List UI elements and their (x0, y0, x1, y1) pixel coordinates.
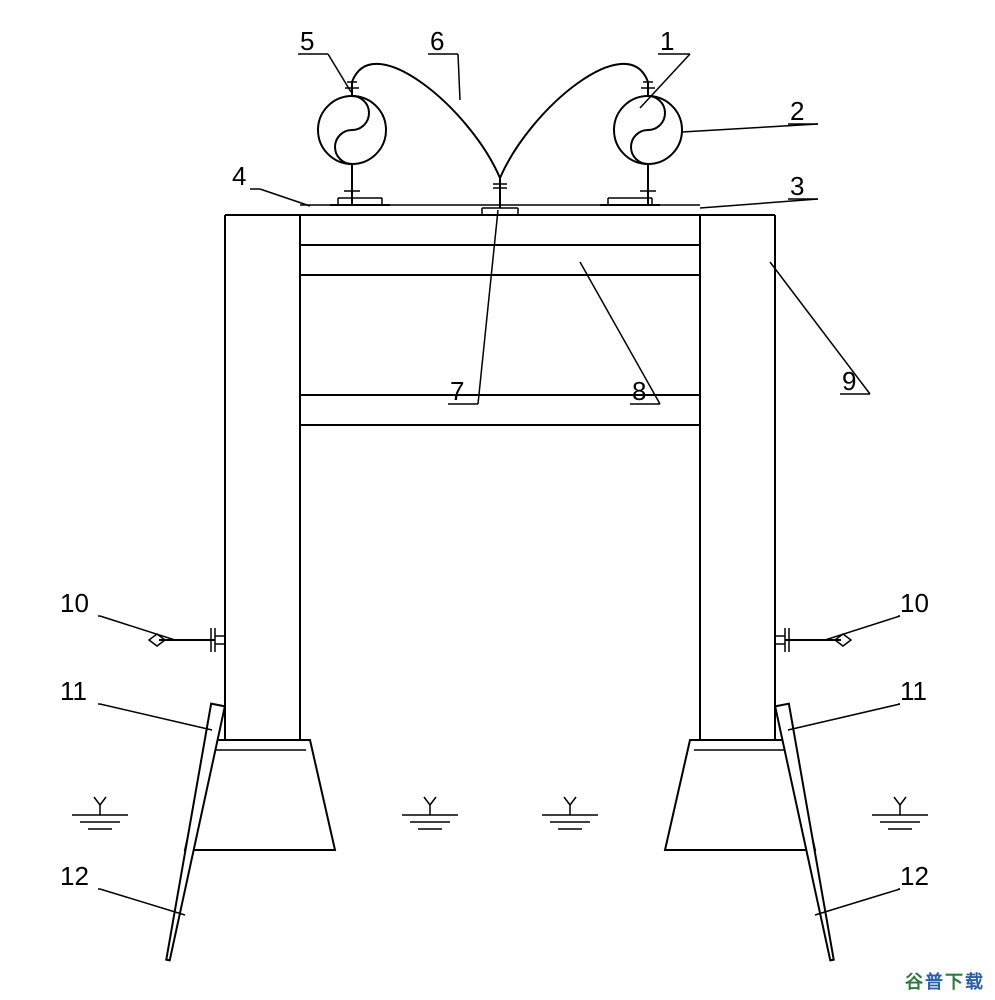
watermark-char: 普 (925, 972, 945, 992)
svg-text:1: 1 (660, 26, 674, 56)
svg-text:9: 9 (842, 366, 856, 396)
svg-text:5: 5 (300, 26, 314, 56)
engineering-diagram: 123456789101112101112 (0, 0, 995, 1000)
svg-text:10: 10 (900, 588, 929, 618)
svg-text:12: 12 (900, 861, 929, 891)
svg-text:11: 11 (900, 676, 927, 706)
svg-text:10: 10 (60, 588, 89, 618)
watermark-text: 谷普下载 (905, 968, 985, 994)
watermark-char: 下 (945, 972, 965, 992)
svg-text:6: 6 (430, 26, 444, 56)
svg-text:3: 3 (790, 171, 804, 201)
svg-text:8: 8 (632, 376, 646, 406)
svg-text:12: 12 (60, 861, 89, 891)
svg-text:4: 4 (232, 161, 246, 191)
watermark-char: 载 (965, 972, 985, 992)
svg-text:11: 11 (60, 676, 87, 706)
svg-text:7: 7 (450, 376, 464, 406)
watermark-char: 谷 (905, 972, 925, 992)
svg-text:2: 2 (790, 96, 804, 126)
